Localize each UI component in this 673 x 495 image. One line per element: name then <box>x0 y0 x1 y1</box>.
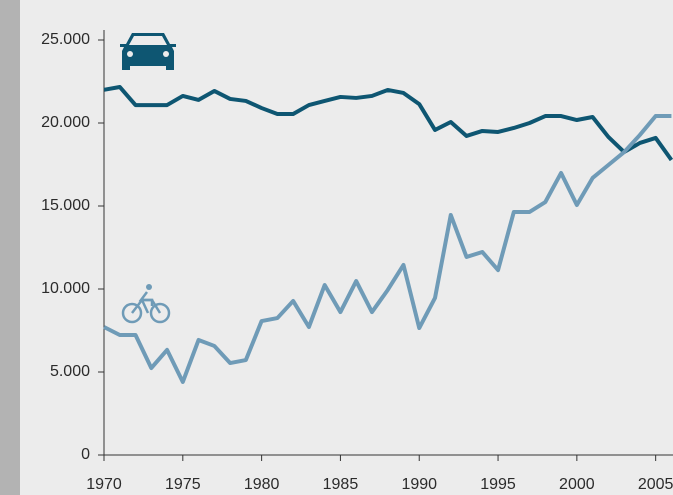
x-tick-label: 2005 <box>638 476 673 493</box>
panel <box>20 0 673 495</box>
car-icon <box>120 33 176 70</box>
series-line <box>103 114 672 384</box>
series-line <box>103 84 673 162</box>
y-tick-label: 5.000 <box>50 363 90 380</box>
x-tick-label: 1975 <box>165 476 201 493</box>
y-tick-label: 10.000 <box>41 280 90 297</box>
y-tick-label: 0 <box>81 446 90 463</box>
x-tick-label: 2000 <box>559 476 595 493</box>
x-tick-label: 1990 <box>401 476 437 493</box>
bike-icon <box>121 284 171 324</box>
y-tick-label: 25.000 <box>41 31 90 48</box>
x-tick-label: 1980 <box>244 476 280 493</box>
x-tick-label: 1970 <box>86 476 122 493</box>
x-tick-label: 1995 <box>480 476 516 493</box>
x-tick-label: 1985 <box>323 476 359 493</box>
y-tick-label: 20.000 <box>41 114 90 131</box>
y-tick-label: 15.000 <box>41 197 90 214</box>
